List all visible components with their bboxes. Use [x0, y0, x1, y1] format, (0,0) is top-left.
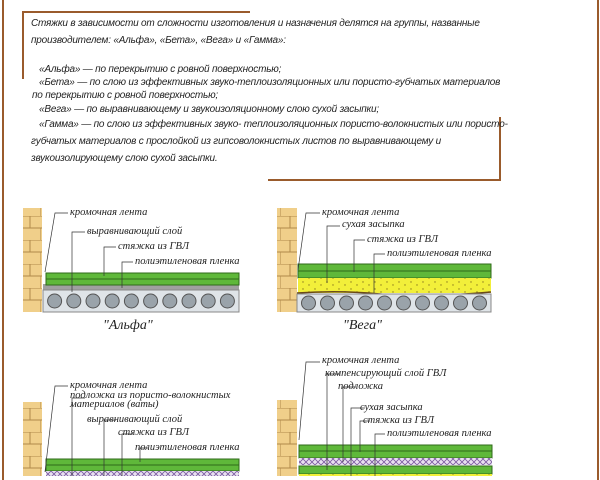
- slab-hollow: [181, 293, 197, 309]
- slab-hollow: [66, 293, 82, 309]
- caption-alfa: "Альфа": [103, 318, 153, 333]
- compensating-gvl: [298, 465, 493, 475]
- intro-text: губчатых материалов с прослойкой из гипс…: [31, 136, 441, 147]
- label-wool-underlay-cont: материалов (ваты): [70, 399, 159, 410]
- brick-wall: [277, 208, 297, 312]
- intro-text: «Бета» — по слою из эффективных звуко-те…: [39, 77, 501, 88]
- brick-wall: [23, 208, 42, 312]
- label-pe-film: полиэтиленовая пленка: [387, 248, 492, 259]
- label-leveling-layer: выравнивающий слой: [87, 226, 183, 237]
- intro-text: «Гамма» — по слою из эффективных звуко- …: [39, 119, 508, 130]
- label-pe-film: полиэтиленовая пленка: [387, 428, 492, 439]
- underlay: [299, 458, 492, 465]
- dry-fill: [298, 278, 491, 293]
- label-underlay: подложка: [338, 381, 384, 392]
- label-wool-underlay: подложка из пористо-волокнистых: [70, 390, 231, 401]
- label-dry-fill: сухая засыпка: [342, 219, 405, 230]
- box-border-top: [22, 11, 250, 13]
- slab-hollow: [219, 293, 235, 309]
- slab-hollow: [396, 295, 411, 311]
- box-border-right: [499, 117, 501, 181]
- label-gvl-screed: стяжка из ГВЛ: [363, 415, 435, 426]
- intro-text: «Альфа» — по перекрытию с ровной поверхн…: [39, 64, 282, 75]
- slab-hollow: [453, 295, 468, 311]
- slab-hollow: [47, 293, 63, 309]
- slab-hollow: [104, 293, 120, 309]
- label-edge-tape: кромочная лента: [322, 355, 400, 366]
- box-border-bottom: [268, 179, 501, 181]
- label-gvl-screed: стяжка из ГВЛ: [118, 241, 190, 252]
- slab-hollow: [200, 293, 216, 309]
- intro-text: по перекрытию с ровной поверхностью;: [32, 90, 218, 101]
- label-edge-tape: кромочная лента: [322, 207, 400, 218]
- diagram-vega: [277, 208, 492, 313]
- slab-hollow: [434, 295, 449, 311]
- label-dry-fill: сухая засыпка: [360, 402, 423, 413]
- intro-text: Стяжки в зависимости от сложности изгото…: [31, 18, 480, 29]
- slab-hollow: [415, 295, 430, 311]
- label-compensating-gvl: компенсирующий слой ГВЛ: [325, 368, 447, 379]
- slab-hollow: [339, 295, 354, 311]
- label-gvl-screed: стяжка из ГВЛ: [118, 427, 190, 438]
- slab-hollow: [377, 295, 392, 311]
- slab-hollow: [301, 295, 316, 311]
- slab-hollow: [162, 293, 178, 309]
- label-edge-tape: кромочная лента: [70, 207, 148, 218]
- diagram-gamma: [277, 400, 493, 476]
- slab-hollow: [123, 293, 139, 309]
- label-leveling-layer: выравнивающий слой: [87, 414, 183, 425]
- brick-wall: [23, 402, 42, 476]
- intro-text: звукоизолирующему слою сухой засыпки.: [31, 153, 218, 164]
- leveling-layer: [43, 284, 239, 290]
- box-border-left: [22, 11, 24, 79]
- leader-lines: [44, 212, 385, 476]
- label-edge-tape: кромочная лента: [70, 380, 148, 391]
- caption-vega: "Вега": [343, 318, 382, 333]
- slab-hollow: [143, 293, 159, 309]
- slab-hollow: [472, 295, 487, 311]
- slab-hollow: [85, 293, 101, 309]
- wool-underlay: [46, 471, 239, 476]
- label-pe-film: полиэтиленовая пленка: [135, 442, 240, 453]
- diagram-alfa: [23, 208, 240, 313]
- dry-fill: [299, 474, 492, 476]
- intro-text: «Вега» — по выравнивающему и звукоизоляц…: [39, 104, 379, 115]
- label-gvl-screed: стяжка из ГВЛ: [367, 234, 439, 245]
- intro-text: производителем: «Альфа», «Бета», «Вега» …: [31, 35, 286, 46]
- brick-wall: [277, 400, 297, 476]
- slab-hollow: [320, 295, 335, 311]
- slab-hollow: [358, 295, 373, 311]
- label-pe-film: полиэтиленовая пленка: [135, 256, 240, 267]
